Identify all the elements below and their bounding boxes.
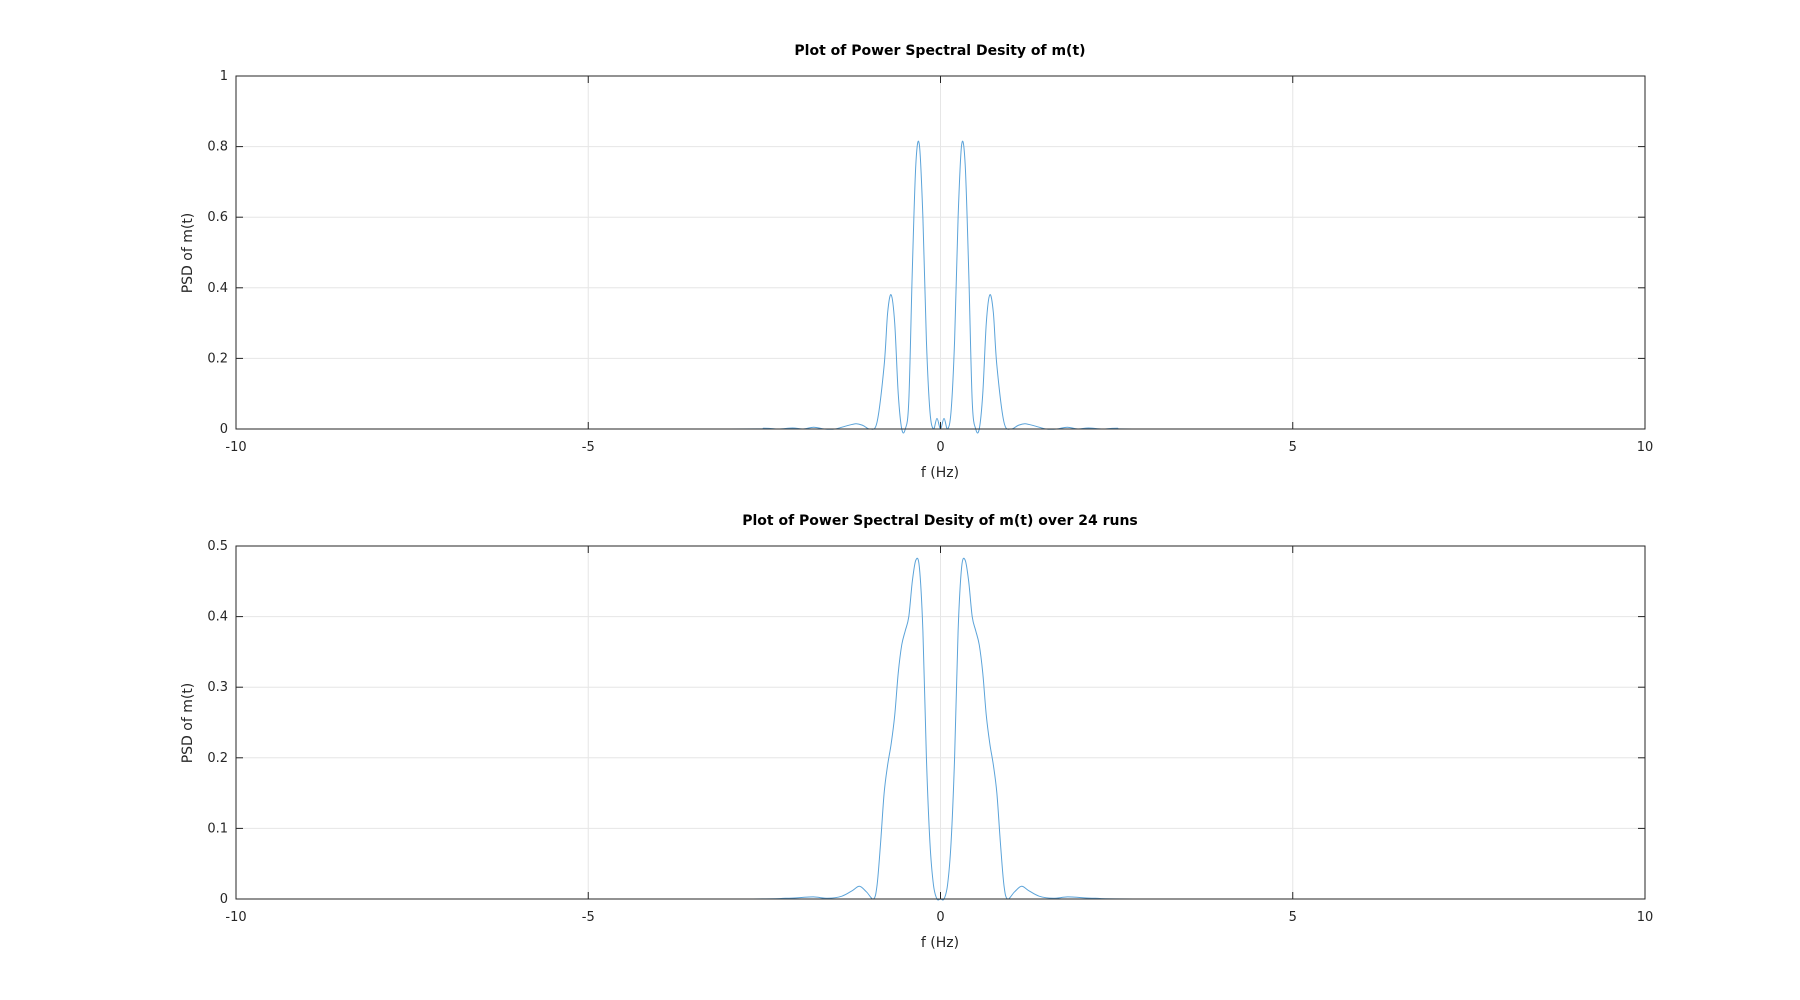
ticks: -10 -5 0 5 10 0 0.2 0.4 0.6 0.8 1 (207, 69, 1653, 455)
chart-psd: Plot of Power Spectral Desity of m(t) -1… (180, 43, 1653, 481)
y-tick-label: 1 (220, 69, 228, 84)
chart-psd-24-runs: Plot of Power Spectral Desity of m(t) ov… (180, 513, 1653, 951)
x-tick-label: -5 (582, 440, 595, 455)
y-tick-label: 0.8 (207, 140, 228, 155)
y-tick-label: 0.4 (207, 281, 228, 296)
grid (235, 545, 1646, 900)
y-axis-label: PSD of m(t) (180, 683, 196, 764)
y-tick-label: 0.3 (207, 680, 228, 695)
chart-title: Plot of Power Spectral Desity of m(t) (794, 43, 1085, 59)
chart-title: Plot of Power Spectral Desity of m(t) ov… (742, 513, 1138, 529)
y-tick-label: 0.4 (207, 610, 228, 625)
x-tick-label: 0 (936, 440, 944, 455)
x-tick-label: 10 (1637, 910, 1654, 925)
x-tick-label: -10 (225, 440, 246, 455)
y-tick-label: 0.1 (207, 821, 228, 836)
x-axis-label: f (Hz) (921, 935, 959, 951)
y-axis-label: PSD of m(t) (180, 213, 196, 294)
x-axis-label: f (Hz) (921, 465, 959, 481)
grid (235, 75, 1646, 430)
x-tick-label: 0 (936, 910, 944, 925)
y-tick-label: 0 (220, 892, 228, 907)
x-tick-label: 5 (1289, 910, 1297, 925)
y-tick-label: 0 (220, 422, 228, 437)
x-tick-label: -10 (225, 910, 246, 925)
y-tick-label: 0.6 (207, 210, 228, 225)
ticks: -10 -5 0 5 10 0 0.1 0.2 0.3 0.4 0.5 (207, 539, 1653, 925)
x-tick-label: -5 (582, 910, 595, 925)
x-tick-label: 10 (1637, 440, 1654, 455)
x-tick-label: 5 (1289, 440, 1297, 455)
y-tick-label: 0.5 (207, 539, 228, 554)
y-tick-label: 0.2 (207, 751, 228, 766)
y-tick-label: 0.2 (207, 351, 228, 366)
